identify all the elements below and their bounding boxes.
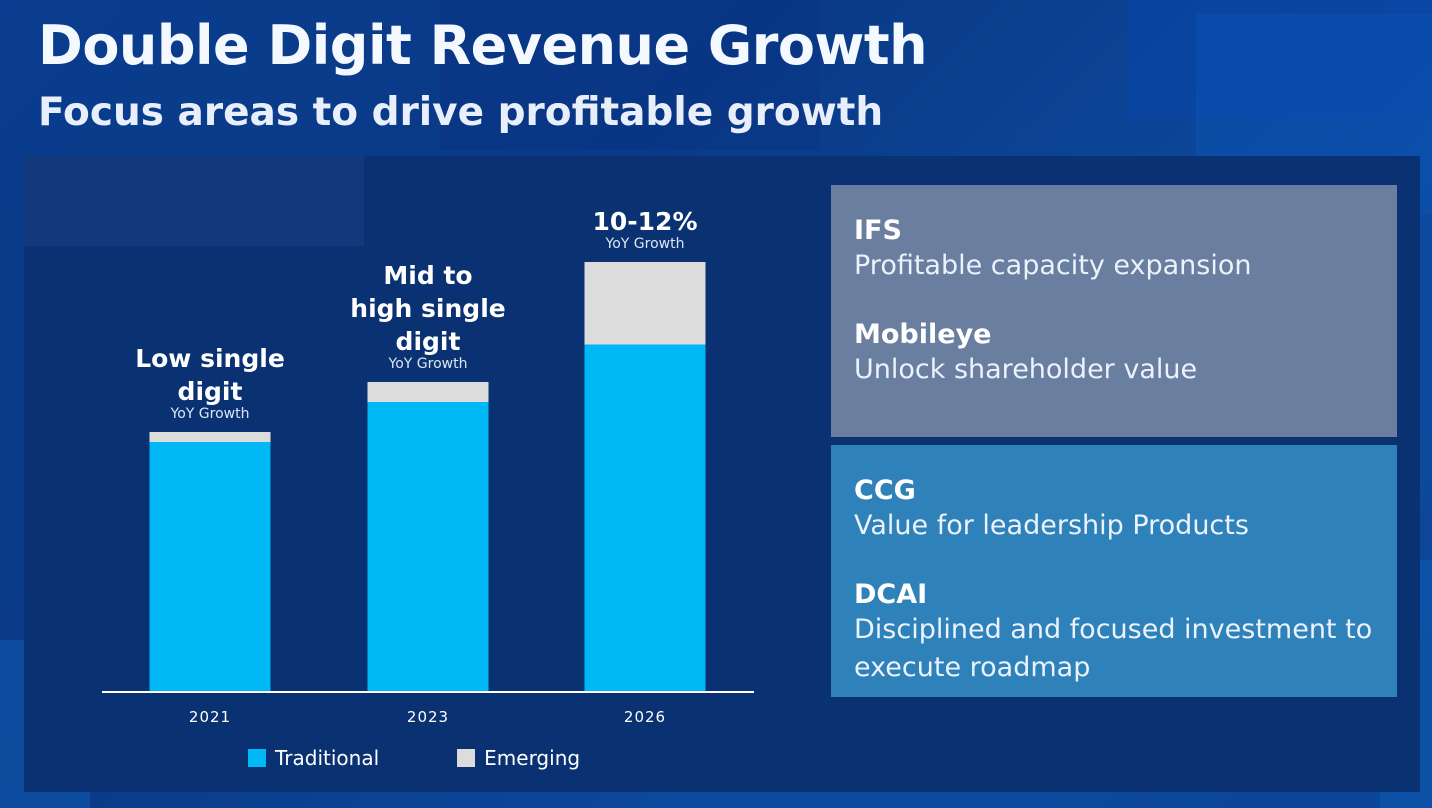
focus-item-name: CCG xyxy=(854,475,916,506)
legend-item-traditional: Traditional xyxy=(248,746,379,770)
focus-item-ifs: IFS Profitable capacity expansion xyxy=(854,215,1373,285)
focus-box-top: IFS Profitable capacity expansion Mobile… xyxy=(831,185,1397,437)
bar-annotation: Low single xyxy=(135,344,285,373)
x-tick-label: 2023 xyxy=(407,708,449,726)
focus-item-name: DCAI xyxy=(854,579,928,610)
bar-traditional-2023 xyxy=(367,402,489,692)
bar-emerging-2021 xyxy=(149,432,271,442)
bar-annotation: high single xyxy=(350,294,505,323)
panel-shade xyxy=(24,156,364,246)
focus-item-mobileye: Mobileye Unlock shareholder value xyxy=(854,319,1373,389)
bar-annotation: digit xyxy=(396,327,461,356)
legend-item-emerging: Emerging xyxy=(457,746,580,770)
bar-annotation-sub: YoY Growth xyxy=(388,356,468,372)
focus-box-bottom: CCG Value for leadership Products DCAI D… xyxy=(831,445,1397,697)
x-tick-label: 2021 xyxy=(189,708,231,726)
bar-traditional-2026 xyxy=(584,344,706,692)
bar-annotation-sub: YoY Growth xyxy=(605,236,685,252)
page-title: Double Digit Revenue Growth xyxy=(38,14,928,77)
revenue-growth-chart: 2021 YoY Growth Low single digit 2023 YoY Gro… xyxy=(102,207,754,726)
focus-item-desc: Disciplined and focused investment to ex… xyxy=(854,614,1373,683)
legend-swatch-traditional xyxy=(248,749,266,767)
bar-annotation: Mid to xyxy=(383,261,472,290)
bar-emerging-2026 xyxy=(584,262,706,345)
decor-block xyxy=(1128,0,1432,118)
chart-legend: Traditional Emerging xyxy=(248,746,580,770)
focus-item-desc: Unlock shareholder value xyxy=(854,354,1198,385)
focus-item-name: Mobileye xyxy=(854,319,992,350)
focus-item-desc: Profitable capacity expansion xyxy=(854,250,1252,281)
bar-emerging-2023 xyxy=(367,382,489,402)
x-tick-label: 2026 xyxy=(624,708,666,726)
bar-annotation-sub: YoY Growth xyxy=(170,406,250,422)
decor-block xyxy=(440,0,820,150)
focus-item-name: IFS xyxy=(854,215,902,246)
focus-item-desc: Value for leadership Products xyxy=(854,510,1249,541)
page-subtitle: Focus areas to drive profitable growth xyxy=(38,90,884,135)
legend-label-traditional: Traditional xyxy=(275,746,380,770)
bar-annotation: digit xyxy=(178,377,243,406)
focus-item-dcai: DCAI Disciplined and focused investment … xyxy=(854,579,1373,687)
bar-annotation: 10-12% xyxy=(592,207,697,236)
legend-label-emerging: Emerging xyxy=(484,746,581,770)
focus-item-ccg: CCG Value for leadership Products xyxy=(854,475,1373,545)
bar-traditional-2021 xyxy=(149,442,271,692)
legend-swatch-emerging xyxy=(457,749,476,767)
